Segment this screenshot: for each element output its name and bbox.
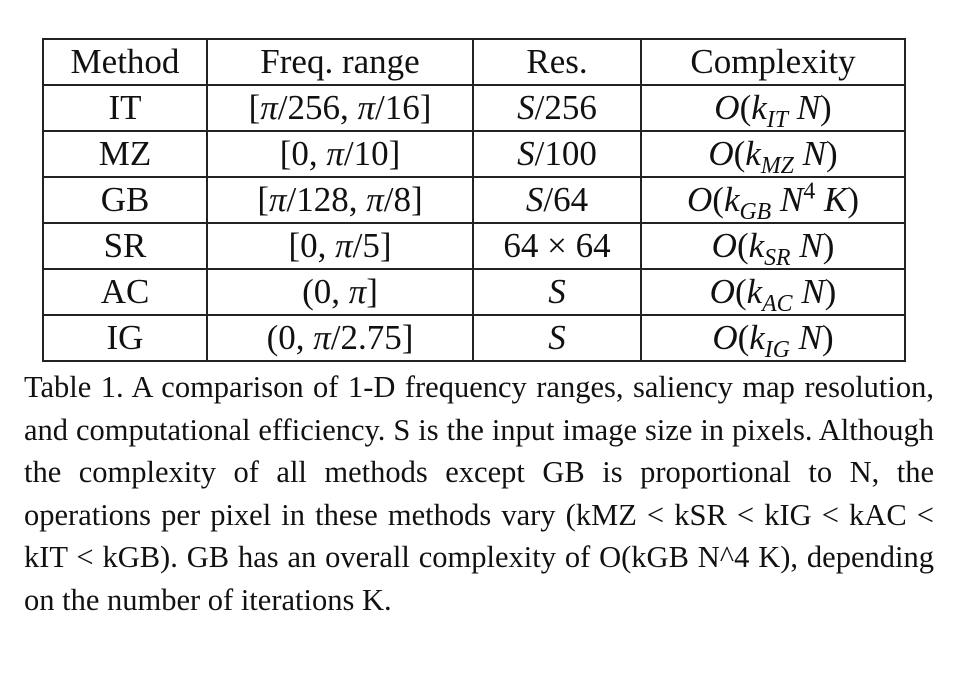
table-row: IG (0, π/2.75] S O(kIG N) [42,314,906,362]
table-caption: Table 1. A comparison of 1-D frequency r… [24,366,934,621]
freq-range-cell: [π/128, π/8] [206,176,474,224]
table-row: IT [π/256, π/16] S/256 O(kIT N) [42,84,906,132]
freq-range-cell: (0, π] [206,268,474,316]
res-cell: S/100 [472,130,642,178]
complexity-cell: O(kMZ N) [640,130,906,178]
method-cell: IT [42,84,208,132]
method-cell: GB [42,176,208,224]
table-row: GB [π/128, π/8] S/64 O(kGB N4 K) [42,176,906,224]
freq-range-cell: [0, π/5] [206,222,474,270]
freq-range-cell: [0, π/10] [206,130,474,178]
header-res: Res. [472,38,642,86]
method-cell: MZ [42,130,208,178]
res-cell: S/256 [472,84,642,132]
res-cell: 64 × 64 [472,222,642,270]
header-complexity: Complexity [640,38,906,86]
res-cell: S [472,314,642,362]
method-cell: AC [42,268,208,316]
complexity-cell: O(kIT N) [640,84,906,132]
method-cell: IG [42,314,208,362]
complexity-cell: O(kAC N) [640,268,906,316]
freq-range-cell: (0, π/2.75] [206,314,474,362]
comparison-table: Method Freq. range Res. Complexity IT [π/… [42,38,906,362]
complexity-cell: O(kIG N) [640,314,906,362]
header-freq-range: Freq. range [206,38,474,86]
table-row: MZ [0, π/10] S/100 O(kMZ N) [42,130,906,178]
table-row: SR [0, π/5] 64 × 64 O(kSR N) [42,222,906,270]
header-method: Method [42,38,208,86]
method-cell: SR [42,222,208,270]
complexity-cell: O(kGB N4 K) [640,176,906,224]
complexity-cell: O(kSR N) [640,222,906,270]
table-row: AC (0, π] S O(kAC N) [42,268,906,316]
caption-text: Table 1. A comparison of 1-D frequency r… [24,370,934,617]
res-cell: S/64 [472,176,642,224]
freq-range-cell: [π/256, π/16] [206,84,474,132]
header-row: Method Freq. range Res. Complexity [42,38,906,86]
res-cell: S [472,268,642,316]
